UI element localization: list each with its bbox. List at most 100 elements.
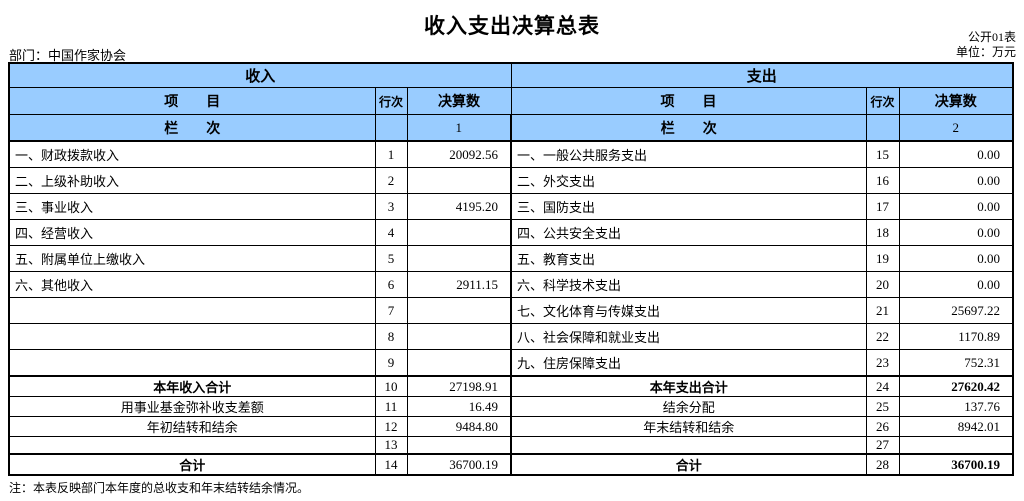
expense-amount: 0.00 — [898, 193, 1014, 220]
expense-line-no: 17 — [865, 193, 900, 220]
income-line-no-header: 行次 — [374, 87, 408, 115]
income-item-label: 年初结转和结余 — [8, 416, 376, 437]
expense-line-no-header: 行次 — [865, 87, 900, 115]
income-amount — [406, 323, 512, 350]
income-line-no: 6 — [374, 271, 408, 298]
expense-item-label: 一、一般公共服务支出 — [510, 140, 867, 168]
income-line-no: 4 — [374, 219, 408, 246]
income-item-label: 合计 — [8, 453, 376, 476]
expense-amount: 0.00 — [898, 271, 1014, 298]
income-lanci-blank — [374, 114, 408, 142]
expense-item-label: 五、教育支出 — [510, 245, 867, 272]
income-item-label — [8, 297, 376, 324]
expense-amount: 25697.22 — [898, 297, 1014, 324]
expense-line-no: 18 — [865, 219, 900, 246]
income-item-label: 三、事业收入 — [8, 193, 376, 220]
expense-amount: 27620.42 — [898, 375, 1014, 397]
income-amount: 9484.80 — [406, 416, 512, 437]
income-item-label: 五、附属单位上缴收入 — [8, 245, 376, 272]
income-column-number: 1 — [406, 114, 512, 142]
page-title: 收入支出决算总表 — [424, 14, 600, 38]
income-amount: 16.49 — [406, 396, 512, 417]
income-amount — [406, 349, 512, 377]
income-amount — [406, 219, 512, 246]
expense-amount: 752.31 — [898, 349, 1014, 377]
income-line-no: 8 — [374, 323, 408, 350]
expense-item-label — [510, 436, 867, 455]
table-row: 五、附属单位上缴收入 5 五、教育支出 19 0.00 — [8, 245, 1014, 272]
expense-line-no: 27 — [865, 436, 900, 455]
income-item-header: 项 目 — [8, 87, 376, 115]
income-amount: 36700.19 — [406, 453, 512, 476]
income-amount — [406, 436, 512, 455]
expense-line-no: 21 — [865, 297, 900, 324]
expense-line-no: 15 — [865, 140, 900, 168]
table-body: 一、财政拨款收入 1 20092.56 一、一般公共服务支出 15 0.00 二、上级补助收… — [8, 140, 1014, 476]
income-amount-header: 决算数 — [406, 87, 512, 115]
expense-item-label: 年末结转和结余 — [510, 416, 867, 437]
unit-label: 单位：万元 — [955, 45, 1016, 59]
expense-amount: 0.00 — [898, 140, 1014, 168]
table-row: 本年收入合计 10 27198.91 本年支出合计 24 27620.42 — [8, 375, 1014, 397]
table-row: 二、上级补助收入 2 二、外交支出 16 0.00 — [8, 167, 1014, 194]
income-line-no: 5 — [374, 245, 408, 272]
expense-amount: 0.00 — [898, 245, 1014, 272]
expense-line-no: 26 — [865, 416, 900, 437]
income-amount: 20092.56 — [406, 140, 512, 168]
summary-table: 收入 支出 项 目 行次 决算数 项 目 行次 决算数 栏 次 1 栏 次 2 … — [8, 62, 1014, 476]
income-amount: 27198.91 — [406, 375, 512, 397]
expense-line-no: 23 — [865, 349, 900, 377]
income-line-no: 13 — [374, 436, 408, 455]
income-line-no: 3 — [374, 193, 408, 220]
table-row: 年初结转和结余 12 9484.80 年末结转和结余 26 8942.01 — [8, 416, 1014, 437]
expense-section-title: 支出 — [510, 62, 1014, 88]
expense-amount: 1170.89 — [898, 323, 1014, 350]
income-item-label: 六、其他收入 — [8, 271, 376, 298]
income-section-title: 收入 — [8, 62, 512, 88]
income-line-no: 2 — [374, 167, 408, 194]
income-item-label — [8, 349, 376, 377]
income-item-label — [8, 436, 376, 455]
expense-item-header: 项 目 — [510, 87, 867, 115]
section-header-row: 收入 支出 — [8, 62, 1014, 88]
expense-amount: 8942.01 — [898, 416, 1014, 437]
footnote: 注：本表反映部门本年度的总收支和年末结转结余情况。 — [9, 481, 310, 495]
income-line-no: 1 — [374, 140, 408, 168]
income-line-no: 10 — [374, 375, 408, 397]
income-line-no: 14 — [374, 453, 408, 476]
expense-line-no: 24 — [865, 375, 900, 397]
income-lanci-label: 栏 次 — [8, 114, 376, 142]
income-item-label: 用事业基金弥补收支差额 — [8, 396, 376, 417]
income-line-no: 11 — [374, 396, 408, 417]
table-meta: 公开01表 单位：万元 — [956, 30, 1016, 60]
expense-amount-header: 决算数 — [898, 87, 1014, 115]
expense-amount: 137.76 — [898, 396, 1014, 417]
expense-item-label: 九、住房保障支出 — [510, 349, 867, 377]
expense-item-label: 八、社会保障和就业支出 — [510, 323, 867, 350]
income-amount — [406, 297, 512, 324]
income-line-no: 9 — [374, 349, 408, 377]
expense-line-no: 19 — [865, 245, 900, 272]
expense-item-label: 二、外交支出 — [510, 167, 867, 194]
column-header-row: 项 目 行次 决算数 项 目 行次 决算数 — [8, 87, 1014, 115]
income-item-label: 一、财政拨款收入 — [8, 140, 376, 168]
income-amount: 2911.15 — [406, 271, 512, 298]
income-item-label: 四、经营收入 — [8, 219, 376, 246]
income-amount — [406, 167, 512, 194]
expense-item-label: 本年支出合计 — [510, 375, 867, 397]
income-item-label: 本年收入合计 — [8, 375, 376, 397]
table-row: 13 27 — [8, 436, 1014, 455]
table-row: 六、其他收入 6 2911.15 六、科学技术支出 20 0.00 — [8, 271, 1014, 298]
summary-table-wrapper: 收入 支出 项 目 行次 决算数 项 目 行次 决算数 栏 次 1 栏 次 2 … — [8, 62, 1014, 476]
expense-column-number: 2 — [898, 114, 1014, 142]
expense-item-label: 结余分配 — [510, 396, 867, 417]
expense-amount: 0.00 — [898, 219, 1014, 246]
table-row: 三、事业收入 3 4195.20 三、国防支出 17 0.00 — [8, 193, 1014, 220]
table-row: 四、经营收入 4 四、公共安全支出 18 0.00 — [8, 219, 1014, 246]
income-line-no: 12 — [374, 416, 408, 437]
table-row: 8 八、社会保障和就业支出 22 1170.89 — [8, 323, 1014, 350]
expense-item-label: 六、科学技术支出 — [510, 271, 867, 298]
table-row: 一、财政拨款收入 1 20092.56 一、一般公共服务支出 15 0.00 — [8, 140, 1014, 168]
table-row: 用事业基金弥补收支差额 11 16.49 结余分配 25 137.76 — [8, 396, 1014, 417]
income-amount — [406, 245, 512, 272]
